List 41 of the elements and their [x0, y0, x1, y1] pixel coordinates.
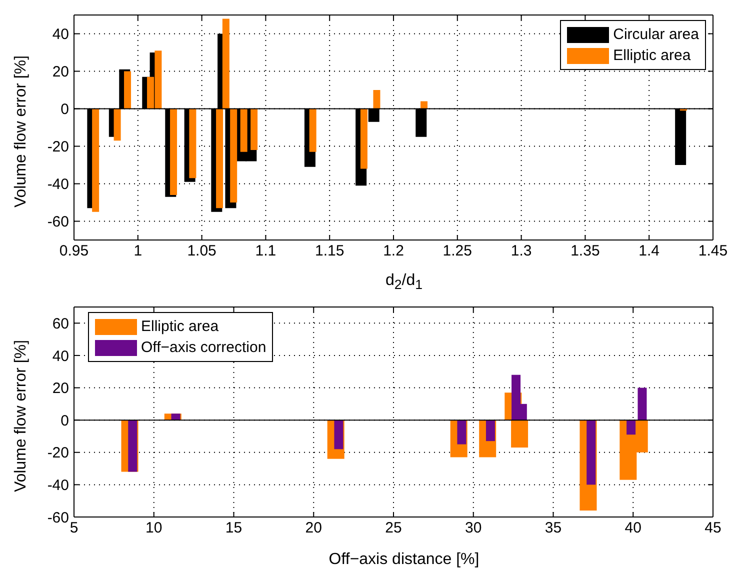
x-tick-label: 1.2 [383, 242, 404, 260]
y-tick-label: -40 [47, 477, 69, 494]
x-tick-label: 1.15 [315, 242, 344, 260]
y-tick-label: -20 [47, 444, 69, 462]
y-tick-label: 0 [60, 101, 69, 118]
legend-label: Elliptic area [141, 317, 219, 337]
y-tick-label: -60 [47, 214, 69, 231]
x-tick-label: 40 [624, 520, 642, 537]
x-tick-label: 25 [385, 520, 402, 537]
y-tick-label: -40 [47, 176, 69, 194]
y-tick-label: 20 [52, 380, 69, 398]
y-tick-label: 0 [60, 412, 69, 430]
legend-label: Elliptic area [613, 46, 691, 66]
y-tick-label: -60 [47, 509, 69, 526]
y-tick-label: 40 [52, 348, 69, 365]
legend-label: Circular area [613, 25, 699, 45]
x-tick-label: 45 [704, 520, 722, 537]
x-axis-title: d$_{2}$/d$_{1}$ [384, 272, 424, 292]
x-tick-label: 15 [225, 520, 242, 537]
x-tick-label: 1.25 [442, 242, 472, 260]
x-axis-title: Off−axis distance [%] [328, 551, 480, 569]
x-tick-label: 1.05 [187, 242, 216, 260]
x-tick-label: 1.1 [255, 242, 276, 260]
x-tick-label: 10 [146, 520, 162, 537]
x-tick-label: 1.35 [570, 242, 600, 260]
x-tick-label: 20 [305, 520, 322, 537]
y-tick-label: 40 [52, 26, 69, 44]
y-axis-title: Volume flow error [%] [12, 55, 30, 208]
x-tick-label: 1.3 [510, 242, 532, 260]
x-tick-label: 35 [544, 520, 562, 537]
x-tick-label: 30 [465, 520, 482, 537]
y-tick-label: -20 [47, 138, 69, 156]
x-tick-label: 1 [134, 242, 142, 260]
x-tick-label: 1.4 [638, 242, 660, 260]
x-tick-label: 0.95 [59, 242, 89, 260]
legend-label: Off−axis correction [141, 338, 266, 358]
y-axis-title: Volume flow error [%] [12, 340, 30, 492]
x-tick-label: 1.45 [698, 242, 728, 260]
x-tick-label: 5 [70, 520, 78, 537]
y-tick-label: 20 [52, 64, 69, 81]
y-tick-label: 60 [52, 315, 69, 332]
